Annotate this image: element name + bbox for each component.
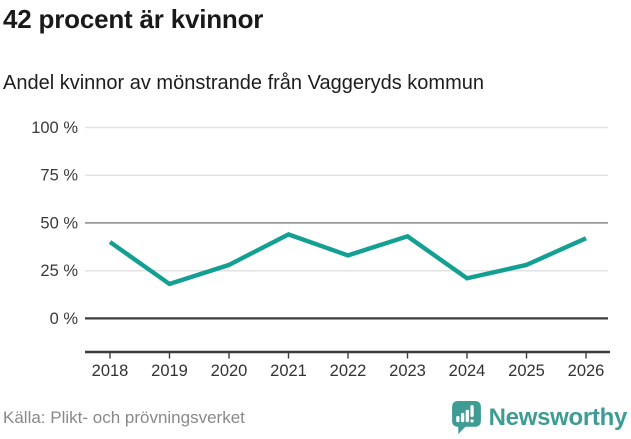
newsworthy-wordmark: Newsworthy bbox=[488, 403, 628, 431]
chart-subtitle: Andel kvinnor av mönstrande från Vaggery… bbox=[3, 72, 484, 94]
y-axis-label: 50 % bbox=[40, 214, 78, 232]
source-note: Källa: Plikt- och prövningsverket bbox=[3, 408, 245, 427]
y-axis-label: 25 % bbox=[40, 262, 78, 280]
y-axis-label: 0 % bbox=[50, 310, 79, 328]
x-axis-label: 2023 bbox=[389, 362, 426, 380]
x-axis-label: 2025 bbox=[508, 362, 545, 380]
x-axis-label: 2021 bbox=[270, 362, 307, 380]
y-axis-label: 100 % bbox=[31, 119, 78, 137]
x-axis-label: 2026 bbox=[568, 362, 605, 380]
data-line-andel-kvinnor bbox=[108, 232, 587, 287]
chart-title: 42 procent är kvinnor bbox=[3, 4, 264, 34]
newsworthy-logo: Newsworthy bbox=[451, 400, 627, 435]
bar-chart-exclamation-badge-icon bbox=[451, 401, 481, 434]
x-axis-label: 2018 bbox=[92, 362, 129, 380]
x-axis-label: 2022 bbox=[330, 362, 367, 380]
y-axis-label: 75 % bbox=[40, 167, 78, 185]
x-axis-label: 2020 bbox=[211, 362, 248, 380]
x-axis-label: 2019 bbox=[151, 362, 188, 380]
x-axis-label: 2024 bbox=[449, 362, 486, 380]
